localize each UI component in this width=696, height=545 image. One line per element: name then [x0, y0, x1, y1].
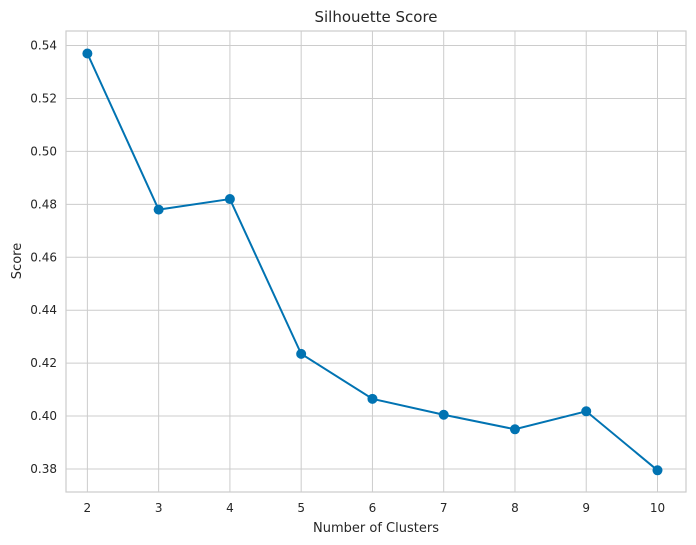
x-tick-label: 4: [226, 501, 234, 515]
data-point: [296, 348, 307, 359]
y-tick-label: 0.48: [30, 197, 57, 211]
grid-lines: [66, 31, 686, 492]
y-tick-label: 0.52: [30, 91, 57, 105]
x-tick-label: 9: [582, 501, 590, 515]
y-tick-label: 0.44: [30, 303, 57, 317]
x-tick-label: 2: [84, 501, 92, 515]
x-tick-label: 7: [440, 501, 448, 515]
data-point: [224, 194, 235, 205]
x-tick-label: 3: [155, 501, 163, 515]
data-point: [82, 48, 93, 59]
y-tick-labels: 0.38 0.40 0.42 0.44 0.46 0.48 0.50 0.52 0.54: [30, 39, 57, 476]
y-tick-label: 0.50: [30, 144, 57, 158]
x-tick-label: 10: [650, 501, 665, 515]
y-tick-label: 0.40: [30, 409, 57, 423]
chart-title: Silhouette Score: [314, 8, 437, 26]
y-axis-label: Score: [10, 243, 25, 279]
series-layer: [82, 48, 663, 476]
x-axis-label: Number of Clusters: [313, 521, 439, 536]
data-point: [438, 409, 449, 420]
data-point: [581, 406, 592, 417]
data-point: [652, 465, 663, 476]
x-tick-label: 6: [369, 501, 377, 515]
data-point: [367, 393, 378, 404]
y-tick-label: 0.54: [30, 39, 57, 53]
x-tick-label: 8: [511, 501, 519, 515]
plot-frame: [65, 30, 687, 493]
y-tick-label: 0.38: [30, 462, 57, 476]
x-tick-labels: 2 3 4 5 6 7 8 9 10: [84, 501, 666, 515]
y-tick-label: 0.46: [30, 250, 57, 264]
data-point: [509, 424, 520, 435]
data-point: [153, 204, 164, 215]
y-tick-label: 0.42: [30, 356, 57, 370]
x-tick-label: 5: [297, 501, 305, 515]
